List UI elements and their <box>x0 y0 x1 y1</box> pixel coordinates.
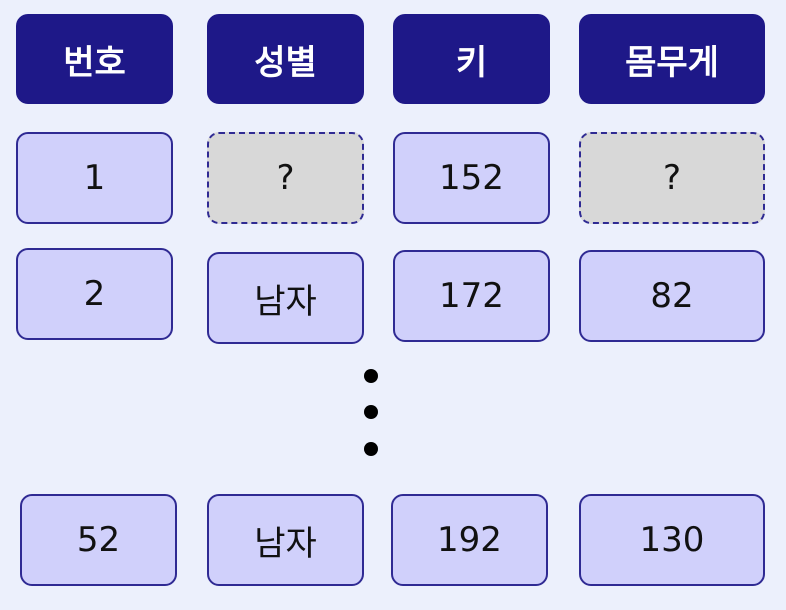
header-number: 번호 <box>16 14 173 104</box>
header-weight: 몸무게 <box>579 14 765 104</box>
header-height-label: 키 <box>455 42 488 83</box>
row2-weight: 82 <box>650 276 694 316</box>
row2-height: 172 <box>439 276 504 316</box>
last-row-height: 192 <box>437 520 502 560</box>
last-row-number-cell: 52 <box>20 494 177 586</box>
row2-gender-cell: 남자 <box>207 252 364 344</box>
header-number-label: 번호 <box>63 42 126 83</box>
ellipsis-dot <box>364 442 378 456</box>
last-row-gender-cell: 남자 <box>207 494 364 586</box>
row1-weight: ? <box>662 158 682 198</box>
row1-height-cell: 152 <box>393 132 550 224</box>
ellipsis-dot <box>364 405 378 419</box>
row1-height: 152 <box>439 158 504 198</box>
header-gender-label: 성별 <box>254 42 317 83</box>
row2-number-cell: 2 <box>16 248 173 340</box>
last-row-gender: 남자 <box>254 523 317 564</box>
row1-weight-cell-missing: ? <box>579 132 765 224</box>
last-row-number: 52 <box>76 520 121 560</box>
last-row-weight: 130 <box>639 520 705 560</box>
row2-height-cell: 172 <box>393 250 550 342</box>
ellipsis-dot <box>364 369 378 383</box>
header-height: 키 <box>393 14 550 104</box>
header-gender: 성별 <box>207 14 364 104</box>
last-row-height-cell: 192 <box>391 494 548 586</box>
row1-gender: ? <box>276 158 295 198</box>
row2-number: 2 <box>83 274 106 314</box>
row1-number: 1 <box>83 158 106 198</box>
row1-gender-cell-missing: ? <box>207 132 364 224</box>
header-weight-label: 몸무게 <box>625 42 719 83</box>
row1-number-cell: 1 <box>16 132 173 224</box>
row2-weight-cell: 82 <box>579 250 765 342</box>
last-row-weight-cell: 130 <box>579 494 765 586</box>
row2-gender: 남자 <box>254 281 317 322</box>
